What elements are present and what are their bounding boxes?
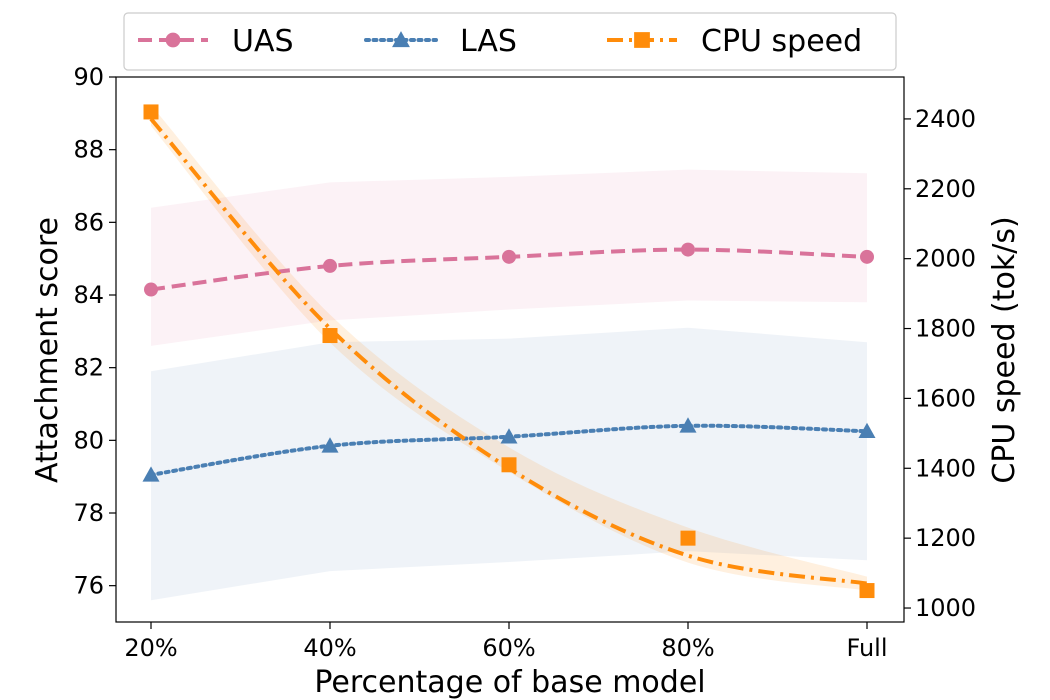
y-tick-label: 84 — [73, 281, 104, 309]
uas-point — [860, 249, 874, 264]
cpu-speed-point — [143, 104, 159, 120]
x-tick-label: 20% — [124, 634, 177, 662]
las-point — [321, 437, 339, 453]
las-point — [858, 422, 876, 439]
y-tick-label: 88 — [73, 136, 104, 164]
las-point — [142, 466, 160, 482]
y2-tick-label: 1400 — [915, 454, 976, 482]
y-axis-title: Attachment score — [30, 217, 65, 483]
y2-tick-label: 1600 — [915, 384, 976, 412]
legend-marker-cpu-speed — [634, 32, 650, 48]
cpu-speed-point — [680, 530, 696, 546]
legend-frame — [123, 12, 897, 71]
cpu-speed-line — [149, 117, 868, 586]
y2-axis-title: CPU speed (tok/s) — [987, 216, 1022, 483]
y-tick-label: 90 — [73, 63, 104, 91]
plot-frame — [115, 76, 905, 623]
uas-point — [323, 258, 337, 273]
cpu-speed-point — [501, 457, 517, 473]
series-markers — [142, 104, 876, 599]
x-tick-label: 80% — [661, 634, 714, 662]
legend: UAS LAS CPU speed — [123, 12, 897, 71]
legend-label-cpu-speed: CPU speed — [701, 24, 862, 59]
y-tick-label: 76 — [73, 572, 104, 600]
uas-point — [144, 282, 158, 297]
cpu-speed-point — [322, 328, 338, 344]
x-tick-label: Full — [846, 634, 887, 662]
legend-marker-uas — [165, 32, 181, 48]
las-point — [500, 428, 518, 444]
y2-tick-label: 1800 — [915, 315, 976, 343]
x-axis-title: Percentage of base model — [314, 665, 705, 700]
y2-tick-label: 1000 — [915, 594, 976, 622]
y2-tick-label: 2200 — [915, 175, 976, 203]
y-axis-ticks: 76 78 80 82 84 86 88 90 — [73, 63, 116, 600]
confidence-bands — [151, 104, 867, 601]
x-tick-label: 60% — [482, 634, 535, 662]
x-tick-label: 40% — [303, 634, 356, 662]
y2-tick-label: 1200 — [915, 524, 976, 552]
y-tick-label: 86 — [73, 208, 104, 236]
y2-tick-label: 2400 — [915, 105, 976, 133]
y2-tick-label: 2000 — [915, 245, 976, 273]
legend-marker-las — [392, 31, 410, 48]
y-tick-label: 78 — [73, 499, 104, 527]
las-point — [679, 417, 697, 433]
uas-point — [681, 242, 695, 257]
legend-label-uas: UAS — [232, 24, 294, 59]
y-tick-label: 82 — [73, 354, 104, 382]
y-tick-label: 80 — [73, 426, 104, 454]
cpu-speed-point — [859, 583, 875, 599]
uas-point — [502, 249, 516, 264]
y2-axis-ticks: 1000 1200 1400 1600 1800 2000 2200 2400 — [904, 105, 976, 622]
x-axis-ticks: 20% 40% 60% 80% Full — [124, 622, 888, 662]
legend-label-las: LAS — [460, 24, 517, 59]
